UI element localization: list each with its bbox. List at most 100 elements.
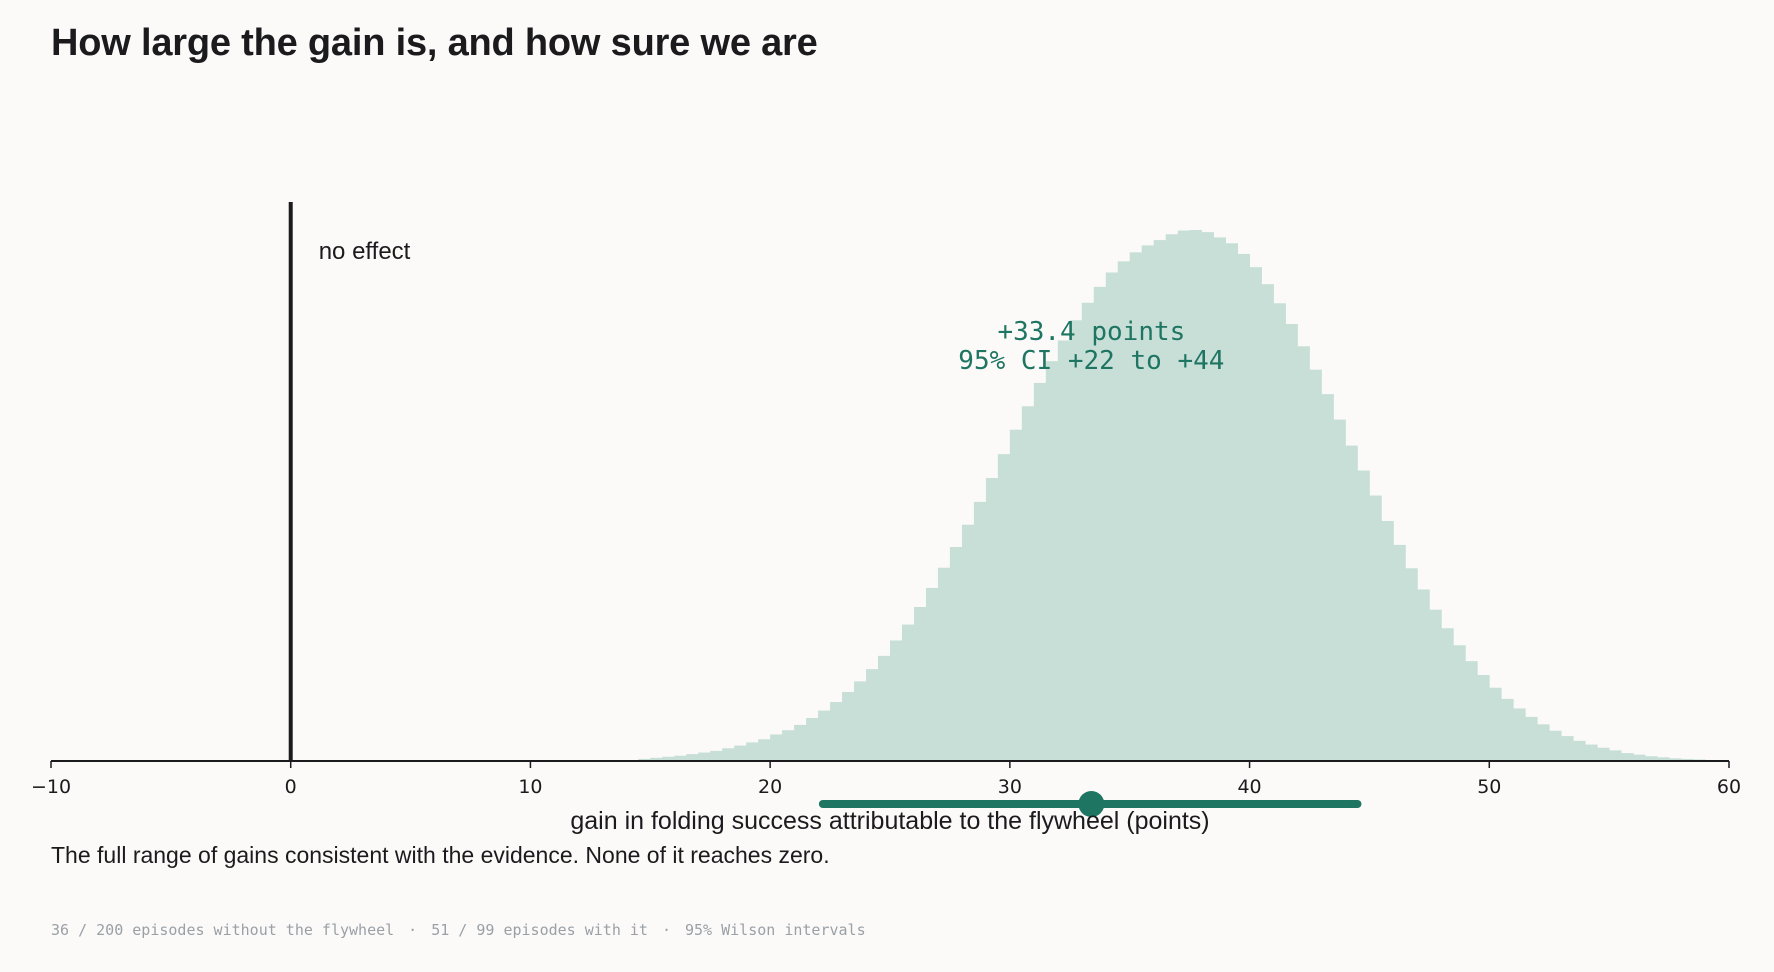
histogram-bar (1069, 320, 1083, 761)
histogram-bar (1405, 568, 1418, 761)
histogram-bar (1321, 394, 1334, 761)
histogram-bar (1273, 303, 1286, 761)
histogram-bar (1297, 346, 1310, 761)
histogram-bar (1573, 740, 1586, 761)
ci-annotation: 95% CI +22 to +44 (958, 346, 1224, 376)
histogram-bar (794, 724, 807, 761)
histogram-bar (818, 710, 831, 761)
histogram-bar (937, 567, 951, 761)
histogram-bar (1657, 757, 1670, 761)
histogram-bar (1417, 589, 1430, 761)
histogram-bar (1009, 429, 1023, 761)
histogram-bar (1393, 544, 1406, 761)
histogram-bar (1633, 754, 1646, 761)
histogram-bar (1153, 240, 1167, 762)
histogram-bar (1201, 232, 1215, 761)
histogram-bar (1345, 445, 1358, 761)
histogram-bar (1645, 756, 1658, 761)
footer-separator: · (661, 921, 671, 939)
footer-method: 95% Wilson intervals (684, 921, 866, 939)
x-axis-title: gain in folding success attributable to … (570, 807, 1209, 835)
histogram-bar (638, 758, 651, 761)
histogram-bar (1033, 382, 1047, 761)
histogram-bar (686, 754, 699, 761)
histogram-bar (1597, 747, 1610, 762)
histogram-bar (746, 742, 759, 761)
histogram-bar (662, 756, 675, 761)
histogram-bar (1177, 230, 1191, 761)
histogram-bar (1285, 323, 1298, 761)
x-tick-label: 60 (1717, 776, 1741, 798)
histogram-bar (1681, 758, 1694, 761)
histogram-bar (1309, 369, 1322, 761)
histogram-bar (1513, 708, 1526, 761)
histogram-bar (770, 734, 783, 761)
histogram-bar (1357, 470, 1370, 761)
histogram-bar (806, 717, 819, 761)
histogram-bar (1129, 252, 1143, 762)
histogram-bar (1537, 724, 1550, 761)
histogram-bars (638, 230, 1718, 762)
histogram-bar (985, 477, 999, 761)
x-tick-label: 20 (758, 776, 782, 798)
histogram-bar (901, 624, 915, 761)
footer-note: 36 / 200 episodes without the flywheel · 5… (51, 921, 866, 939)
histogram-bar (1489, 687, 1502, 761)
histogram-bar (1213, 237, 1226, 761)
histogram-bar (1525, 716, 1538, 761)
histogram-bar (961, 524, 975, 761)
histogram-bar (1093, 286, 1107, 761)
histogram-bar (830, 702, 843, 761)
histogram-bar (1333, 419, 1346, 761)
histogram-bar (1453, 645, 1466, 761)
chart-title: How large the gain is, and how sure we a… (51, 22, 818, 64)
histogram-bar (997, 454, 1011, 761)
histogram-bar (1117, 261, 1131, 761)
histogram-bar (674, 755, 687, 761)
histogram-bar (1381, 520, 1394, 761)
histogram-bar (1441, 628, 1454, 761)
histogram-bar (1165, 234, 1179, 761)
histogram-bar (1021, 406, 1035, 761)
histogram-bar (949, 547, 963, 761)
histogram-bar (842, 691, 855, 761)
no-effect-label: no effect (319, 238, 411, 265)
footer-without: 36 / 200 episodes without the flywheel (51, 921, 395, 939)
histogram-bar (1261, 284, 1274, 761)
histogram-bar (1549, 730, 1562, 761)
histogram-bar (1045, 361, 1059, 761)
histogram-bar (878, 655, 891, 761)
histogram-bar (1249, 267, 1262, 761)
histogram-bar (722, 748, 735, 761)
histogram-bar (1561, 736, 1574, 761)
histogram-bar (650, 757, 663, 761)
histogram-bar (1585, 744, 1598, 761)
x-tick-label: 10 (518, 776, 542, 798)
histogram-bar (1477, 674, 1490, 761)
histogram-bar (698, 752, 711, 761)
histogram-bar (710, 750, 723, 761)
histogram-bar (913, 607, 927, 761)
histogram-bar (866, 669, 879, 761)
x-tick-label: 30 (998, 776, 1022, 798)
histogram-bar (854, 681, 867, 761)
x-tick-label: 50 (1477, 776, 1501, 798)
histogram-bar (758, 739, 771, 761)
x-axis-ticks: −10 0 10 20 30 40 50 60 (31, 761, 1741, 798)
chart-subtitle: The full range of gains consistent with … (51, 842, 830, 868)
x-tick-label: 0 (285, 776, 297, 798)
estimate-annotation: +33.4 points (997, 317, 1185, 347)
histogram-bar (1189, 230, 1203, 761)
histogram-bar (1237, 253, 1250, 761)
histogram-bar (925, 587, 939, 761)
histogram-bar (734, 745, 747, 761)
histogram-bar (1429, 609, 1442, 761)
histogram-bar (890, 640, 903, 761)
histogram-bar (973, 501, 987, 761)
x-tick-label: −10 (31, 776, 71, 798)
histogram-bar (1669, 758, 1682, 762)
footer-separator: · (408, 921, 418, 939)
histogram-bar (1609, 750, 1622, 761)
histogram-bar (1057, 340, 1071, 761)
